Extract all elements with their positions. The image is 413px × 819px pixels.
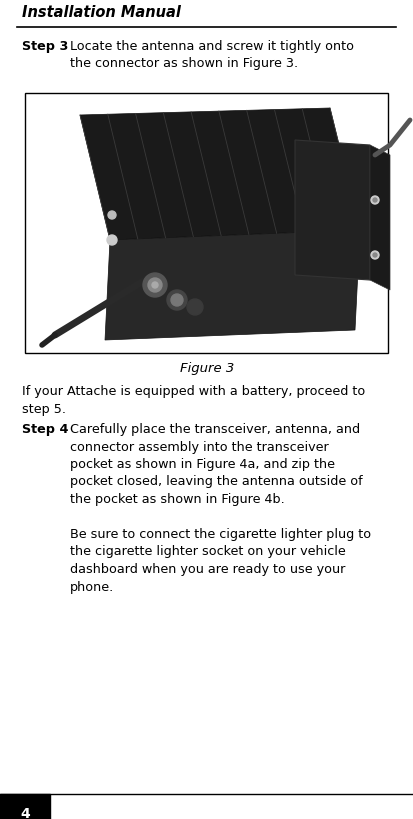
Circle shape — [148, 278, 162, 292]
Circle shape — [167, 290, 187, 310]
Circle shape — [371, 251, 379, 259]
Text: Step 4: Step 4 — [22, 423, 69, 436]
Bar — [0, 794, 50, 819]
Circle shape — [152, 282, 158, 288]
Polygon shape — [105, 230, 360, 340]
Bar — [25, 93, 388, 353]
Text: Be sure to connect the cigarette lighter plug to
the cigarette lighter socket on: Be sure to connect the cigarette lighter… — [70, 528, 371, 594]
Text: Installation Manual: Installation Manual — [22, 5, 181, 20]
Text: If your Attache is equipped with a battery, proceed to
step 5.: If your Attache is equipped with a batte… — [22, 385, 365, 415]
Polygon shape — [80, 108, 360, 240]
Circle shape — [108, 211, 116, 219]
Text: Figure 3: Figure 3 — [180, 362, 234, 375]
Circle shape — [373, 198, 377, 202]
Text: Carefully place the transceiver, antenna, and
connector assembly into the transc: Carefully place the transceiver, antenna… — [70, 423, 363, 506]
Text: Locate the antenna and screw it tightly onto
the connector as shown in Figure 3.: Locate the antenna and screw it tightly … — [70, 40, 354, 70]
Polygon shape — [370, 145, 390, 290]
Circle shape — [371, 196, 379, 204]
Circle shape — [187, 299, 203, 315]
Circle shape — [107, 235, 117, 245]
Polygon shape — [295, 140, 370, 280]
Text: Step 3: Step 3 — [22, 40, 69, 53]
Text: 4: 4 — [20, 807, 30, 819]
Circle shape — [171, 294, 183, 306]
Circle shape — [373, 253, 377, 257]
Circle shape — [143, 273, 167, 297]
